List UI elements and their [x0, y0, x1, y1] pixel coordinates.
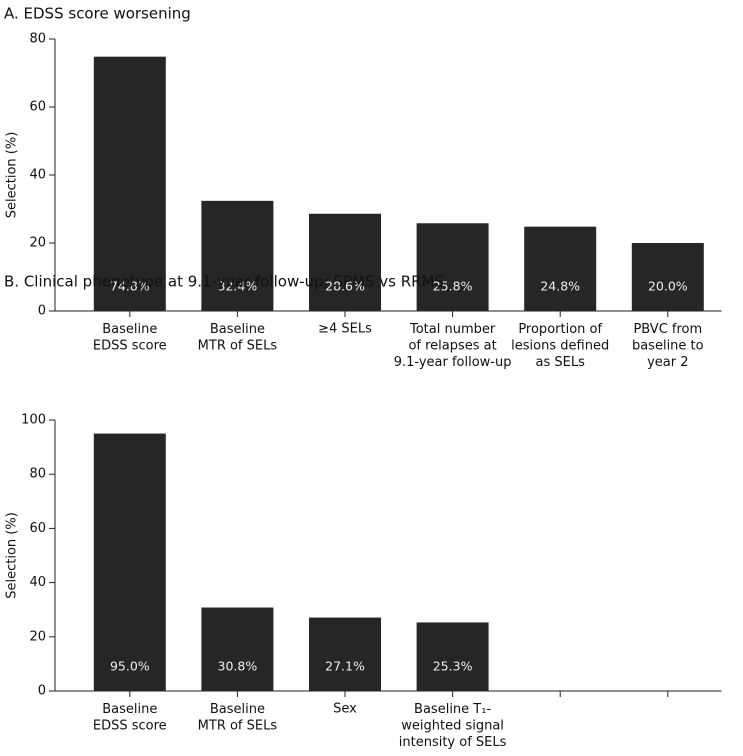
x-tick-label: Sex	[333, 702, 357, 717]
x-tick-label: ≥4 SELs	[318, 322, 372, 337]
y-tick-label: 40	[29, 575, 46, 590]
value-label: 20.0%	[648, 279, 688, 294]
bar	[524, 226, 597, 311]
y-tick-label: 40	[29, 168, 46, 183]
bar	[416, 622, 489, 691]
y-tick-label: 20	[29, 629, 46, 644]
value-label: 28.6%	[325, 279, 365, 294]
x-tick-label: Baseline MTR of SELs	[198, 322, 278, 354]
x-tick-label: Proportion of lesions defined as SELs	[511, 322, 609, 370]
y-tick-label: 80	[29, 32, 46, 47]
bar	[201, 607, 274, 691]
y-tick-label: 60	[29, 521, 46, 536]
y-tick-label: 0	[38, 684, 46, 699]
value-label: 25.8%	[433, 279, 473, 294]
bar	[201, 200, 274, 311]
bar	[93, 56, 166, 312]
bar	[631, 243, 704, 311]
y-tick-label: 100	[21, 413, 46, 428]
y-tick-label: 60	[29, 100, 46, 115]
value-label: 24.8%	[540, 279, 580, 294]
bar	[309, 617, 381, 691]
bar	[309, 213, 381, 311]
x-tick-label: PBVC from baseline to year 2	[632, 322, 704, 370]
x-tick-label: Baseline T₁-weighted signal intensity of …	[399, 702, 507, 750]
y-tick-label: 80	[29, 467, 46, 482]
bar	[93, 433, 166, 691]
value-label: 27.1%	[325, 659, 365, 674]
x-tick-label: Baseline MTR of SELs	[198, 702, 278, 734]
bar	[416, 223, 489, 311]
chart-title: B. Clinical phenotype at 9.1-year follow…	[4, 273, 444, 291]
y-tick-label: 20	[29, 236, 46, 251]
value-label: 95.0%	[110, 659, 150, 674]
x-tick-label: Baseline EDSS score	[93, 322, 167, 354]
x-tick-label: Baseline EDSS score	[93, 702, 167, 734]
value-label: 32.4%	[218, 279, 258, 294]
value-label: 74.8%	[110, 279, 150, 294]
x-tick-label: Total number of relapses at 9.1-year follo…	[394, 322, 512, 370]
y-tick-label: 0	[38, 304, 46, 319]
y-axis-label: Selection (%)	[5, 132, 20, 219]
value-label: 25.3%	[433, 659, 473, 674]
chart-title: A. EDSS score worsening	[4, 5, 191, 23]
y-axis-label: Selection (%)	[5, 512, 20, 599]
value-label: 30.8%	[218, 659, 258, 674]
